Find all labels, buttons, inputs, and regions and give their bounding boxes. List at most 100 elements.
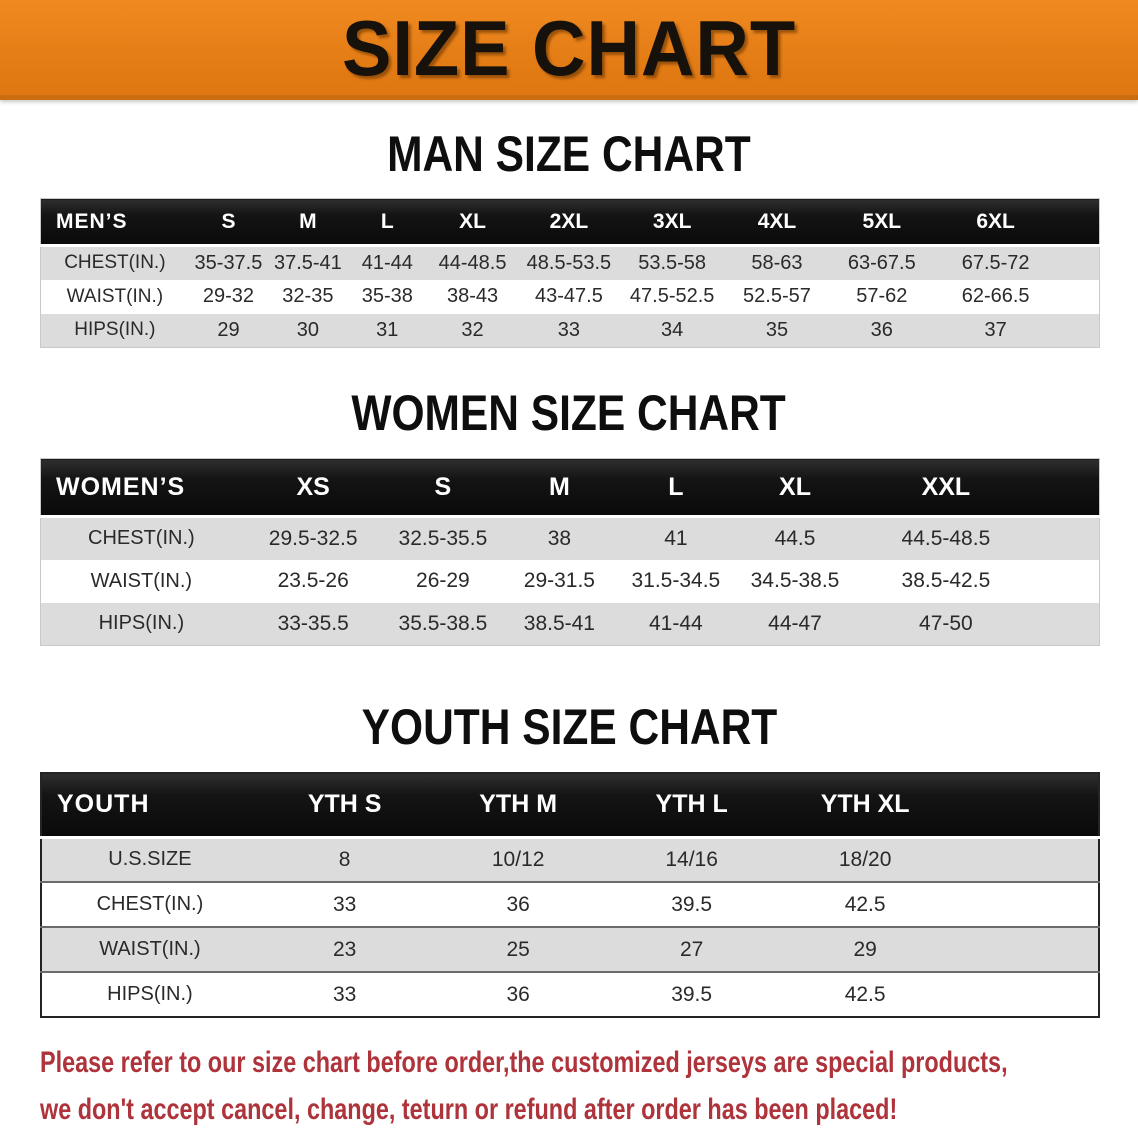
size-value-cell: 29 (778, 927, 952, 973)
table-row: HIPS(IN.) 33-35.5 35.5-38.5 38.5-41 41-4… (40, 602, 1100, 646)
size-column-header: 4XL (724, 198, 830, 247)
size-value-cell: 25 (431, 927, 605, 973)
table-filler-cell (951, 927, 1099, 973)
row-label: WAIST(IN.) (40, 559, 242, 603)
women-table-header-row: WOMEN’S XS S M L XL XXL (40, 458, 1100, 518)
size-value-cell: 47-50 (855, 602, 1036, 646)
size-value-cell: 62-66.5 (934, 279, 1058, 314)
size-value-cell: 10/12 (431, 837, 605, 883)
man-section-heading-text: MAN SIZE CHART (387, 126, 751, 182)
women-size-table: WOMEN’S XS S M L XL XXL CHEST(IN.) 29.5-… (40, 458, 1100, 646)
size-value-cell: 29-31.5 (501, 559, 618, 603)
size-column-header: XL (734, 458, 856, 518)
women-section-heading-text: WOMEN SIZE CHART (351, 385, 787, 441)
size-column-header: L (617, 458, 735, 518)
size-value-cell: 44-47 (734, 602, 856, 646)
size-value-cell: 67.5-72 (934, 245, 1058, 280)
size-value-cell: 33 (257, 972, 432, 1017)
size-value-cell: 14/16 (604, 837, 779, 883)
size-column-header: M (268, 198, 348, 247)
size-value-cell: 23 (257, 927, 432, 973)
table-row: CHEST(IN.) 33 36 39.5 42.5 (41, 882, 1099, 928)
size-value-cell: 47.5-52.5 (619, 279, 725, 314)
size-column-header: YTH M (431, 773, 605, 839)
size-value-cell: 36 (431, 882, 605, 928)
size-column-header: YTH S (257, 773, 432, 839)
size-column-header: S (188, 198, 269, 247)
table-row: CHEST(IN.) 35-37.5 37.5-41 41-44 44-48.5… (40, 245, 1100, 280)
row-label: U.S.SIZE (41, 837, 258, 883)
table-row: WAIST(IN.) 23 25 27 29 (41, 927, 1099, 973)
size-column-header: 6XL (934, 198, 1058, 247)
size-value-cell: 42.5 (778, 972, 952, 1017)
men-table-header-row: MEN’S S M L XL 2XL 3XL 4XL 5XL 6XL (40, 198, 1100, 247)
table-filler-cell (951, 972, 1099, 1017)
table-filler-cell (951, 837, 1099, 883)
banner-title: SIZE CHART (341, 3, 797, 92)
size-value-cell: 44.5-48.5 (855, 516, 1036, 560)
youth-section-heading-text: YOUTH SIZE CHART (361, 699, 777, 755)
row-label: CHEST(IN.) (41, 882, 258, 928)
youth-section-heading: YOUTH SIZE CHART (0, 702, 1138, 752)
size-column-header: S (384, 458, 502, 518)
size-value-cell: 43-47.5 (518, 279, 620, 314)
size-column-header: 5XL (829, 198, 935, 247)
size-column-header: L (347, 198, 428, 247)
table-filler-cell (1035, 516, 1100, 560)
table-filler-cell (1057, 198, 1100, 247)
man-section-heading: MAN SIZE CHART (0, 129, 1138, 179)
size-column-header: XS (241, 458, 385, 518)
row-label: WAIST(IN.) (41, 927, 258, 973)
row-label: HIPS(IN.) (41, 972, 258, 1017)
size-value-cell: 36 (829, 313, 935, 348)
table-filler-cell (1035, 559, 1100, 603)
size-value-cell: 35-38 (347, 279, 428, 314)
table-row: WAIST(IN.) 23.5-26 26-29 29-31.5 31.5-34… (40, 559, 1100, 603)
size-value-cell: 38.5-41 (501, 602, 618, 646)
size-value-cell: 30 (268, 313, 348, 348)
size-value-cell: 42.5 (778, 882, 952, 928)
size-value-cell: 52.5-57 (724, 279, 830, 314)
youth-table-header-row: YOUTH YTH S YTH M YTH L YTH XL (41, 773, 1099, 839)
size-column-header: 2XL (518, 198, 620, 247)
size-value-cell: 35-37.5 (188, 245, 269, 280)
table-filler-cell (1057, 313, 1100, 348)
size-value-cell: 33 (518, 313, 620, 348)
size-column-header: XL (427, 198, 519, 247)
size-value-cell: 63-67.5 (829, 245, 935, 280)
size-value-cell: 32-35 (268, 279, 348, 314)
size-value-cell: 41-44 (347, 245, 428, 280)
size-value-cell: 48.5-53.5 (518, 245, 620, 280)
size-value-cell: 33-35.5 (241, 602, 385, 646)
table-filler-cell (951, 773, 1099, 839)
size-value-cell: 31 (347, 313, 428, 348)
youth-table-corner-label: YOUTH (41, 773, 258, 839)
size-column-header: YTH L (604, 773, 779, 839)
size-value-cell: 37.5-41 (268, 245, 348, 280)
size-value-cell: 23.5-26 (241, 559, 385, 603)
size-value-cell: 53.5-58 (619, 245, 725, 280)
disclaimer-text: Please refer to our size chart before or… (0, 1039, 1138, 1133)
size-value-cell: 29.5-32.5 (241, 516, 385, 560)
table-filler-cell (951, 882, 1099, 928)
size-value-cell: 38 (501, 516, 618, 560)
table-row: HIPS(IN.) 29 30 31 32 33 34 35 36 37 (40, 313, 1100, 348)
table-row: WAIST(IN.) 29-32 32-35 35-38 38-43 43-47… (40, 279, 1100, 314)
row-label: HIPS(IN.) (40, 602, 242, 646)
table-filler-cell (1057, 279, 1100, 314)
size-value-cell: 26-29 (384, 559, 502, 603)
size-value-cell: 41-44 (617, 602, 735, 646)
size-value-cell: 29-32 (188, 279, 269, 314)
row-label: WAIST(IN.) (40, 279, 189, 314)
table-row: HIPS(IN.) 33 36 39.5 42.5 (41, 972, 1099, 1017)
disclaimer-line-2: we don't accept cancel, change, teturn o… (40, 1093, 898, 1126)
size-value-cell: 44.5 (734, 516, 856, 560)
size-value-cell: 37 (934, 313, 1058, 348)
table-filler-cell (1035, 602, 1100, 646)
size-value-cell: 36 (431, 972, 605, 1017)
youth-size-table: YOUTH YTH S YTH M YTH L YTH XL U.S.SIZE … (40, 772, 1100, 1018)
row-label: CHEST(IN.) (40, 245, 189, 280)
size-value-cell: 57-62 (829, 279, 935, 314)
size-value-cell: 35.5-38.5 (384, 602, 502, 646)
size-value-cell: 34 (619, 313, 725, 348)
